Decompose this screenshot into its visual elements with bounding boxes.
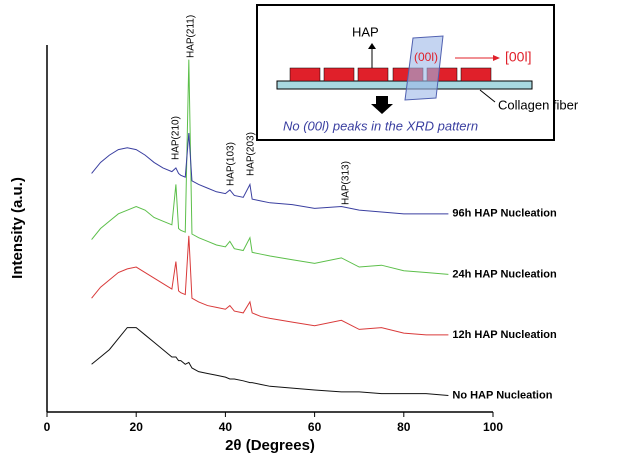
inset-plane: (00l) bbox=[414, 50, 438, 64]
arrow-head bbox=[493, 55, 500, 61]
inset-fiber: Collagen fiber bbox=[498, 97, 579, 112]
series-line bbox=[91, 59, 449, 275]
x-axis-label: 2θ (Degrees) bbox=[225, 437, 315, 454]
inset-note: No (00l) peaks in the XRD pattern bbox=[283, 118, 478, 133]
x-tick-label: 100 bbox=[483, 420, 503, 434]
x-tick-label: 60 bbox=[308, 420, 322, 434]
arrow-head bbox=[368, 43, 376, 49]
inset-hap: HAP bbox=[352, 24, 379, 39]
x-tick-label: 20 bbox=[130, 420, 144, 434]
annotations: HAP(210) HAP(211) HAP(103) HAP(203) HAP(… bbox=[171, 15, 352, 205]
series-label: No HAP Nucleation bbox=[452, 389, 552, 401]
inset: HAP (00l) [00l] Collagen fiber No (00l) … bbox=[256, 4, 579, 141]
y-axis-label: Intensity (a.u.) bbox=[9, 177, 26, 279]
peak-label: HAP(313) bbox=[341, 161, 352, 205]
series-line bbox=[91, 327, 449, 396]
series-label: 12h HAP Nucleation bbox=[452, 329, 557, 341]
series-line bbox=[91, 235, 449, 336]
plane bbox=[404, 35, 444, 101]
down-arrow bbox=[371, 96, 393, 114]
series-label: 96h HAP Nucleation bbox=[452, 208, 557, 220]
series-line bbox=[91, 133, 449, 215]
inset-direction: [00l] bbox=[505, 49, 531, 65]
x-tick-label: 40 bbox=[219, 420, 233, 434]
peak-label: HAP(203) bbox=[246, 132, 257, 176]
fiber bbox=[276, 80, 533, 90]
crystals bbox=[289, 67, 492, 82]
x-tick-label: 80 bbox=[397, 420, 411, 434]
peak-label: HAP(210) bbox=[171, 116, 182, 160]
peak-label: HAP(211) bbox=[186, 15, 197, 58]
peak-label: HAP(103) bbox=[226, 142, 237, 186]
arrow bbox=[479, 89, 496, 103]
x-tick-label: 0 bbox=[44, 420, 51, 434]
series-label: 24h HAP Nucleation bbox=[452, 268, 557, 280]
